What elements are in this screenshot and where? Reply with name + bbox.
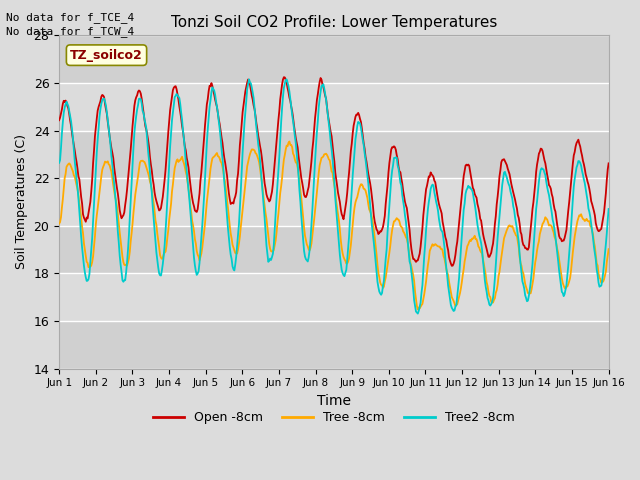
Bar [59, 83, 609, 131]
Text: TZ_soilco2: TZ_soilco2 [70, 48, 143, 61]
Text: No data for f_TCE_4: No data for f_TCE_4 [6, 12, 134, 23]
Title: Tonzi Soil CO2 Profile: Lower Temperatures: Tonzi Soil CO2 Profile: Lower Temperatur… [171, 15, 497, 30]
Legend: Open -8cm, Tree -8cm, Tree2 -8cm: Open -8cm, Tree -8cm, Tree2 -8cm [148, 406, 520, 429]
Bar [59, 178, 609, 226]
Y-axis label: Soil Temperatures (C): Soil Temperatures (C) [15, 134, 28, 269]
Bar [59, 36, 609, 83]
X-axis label: Time: Time [317, 394, 351, 408]
Bar [59, 321, 609, 369]
Bar [59, 226, 609, 273]
Text: No data for f_TCW_4: No data for f_TCW_4 [6, 26, 134, 37]
Bar [59, 131, 609, 178]
Bar [59, 273, 609, 321]
